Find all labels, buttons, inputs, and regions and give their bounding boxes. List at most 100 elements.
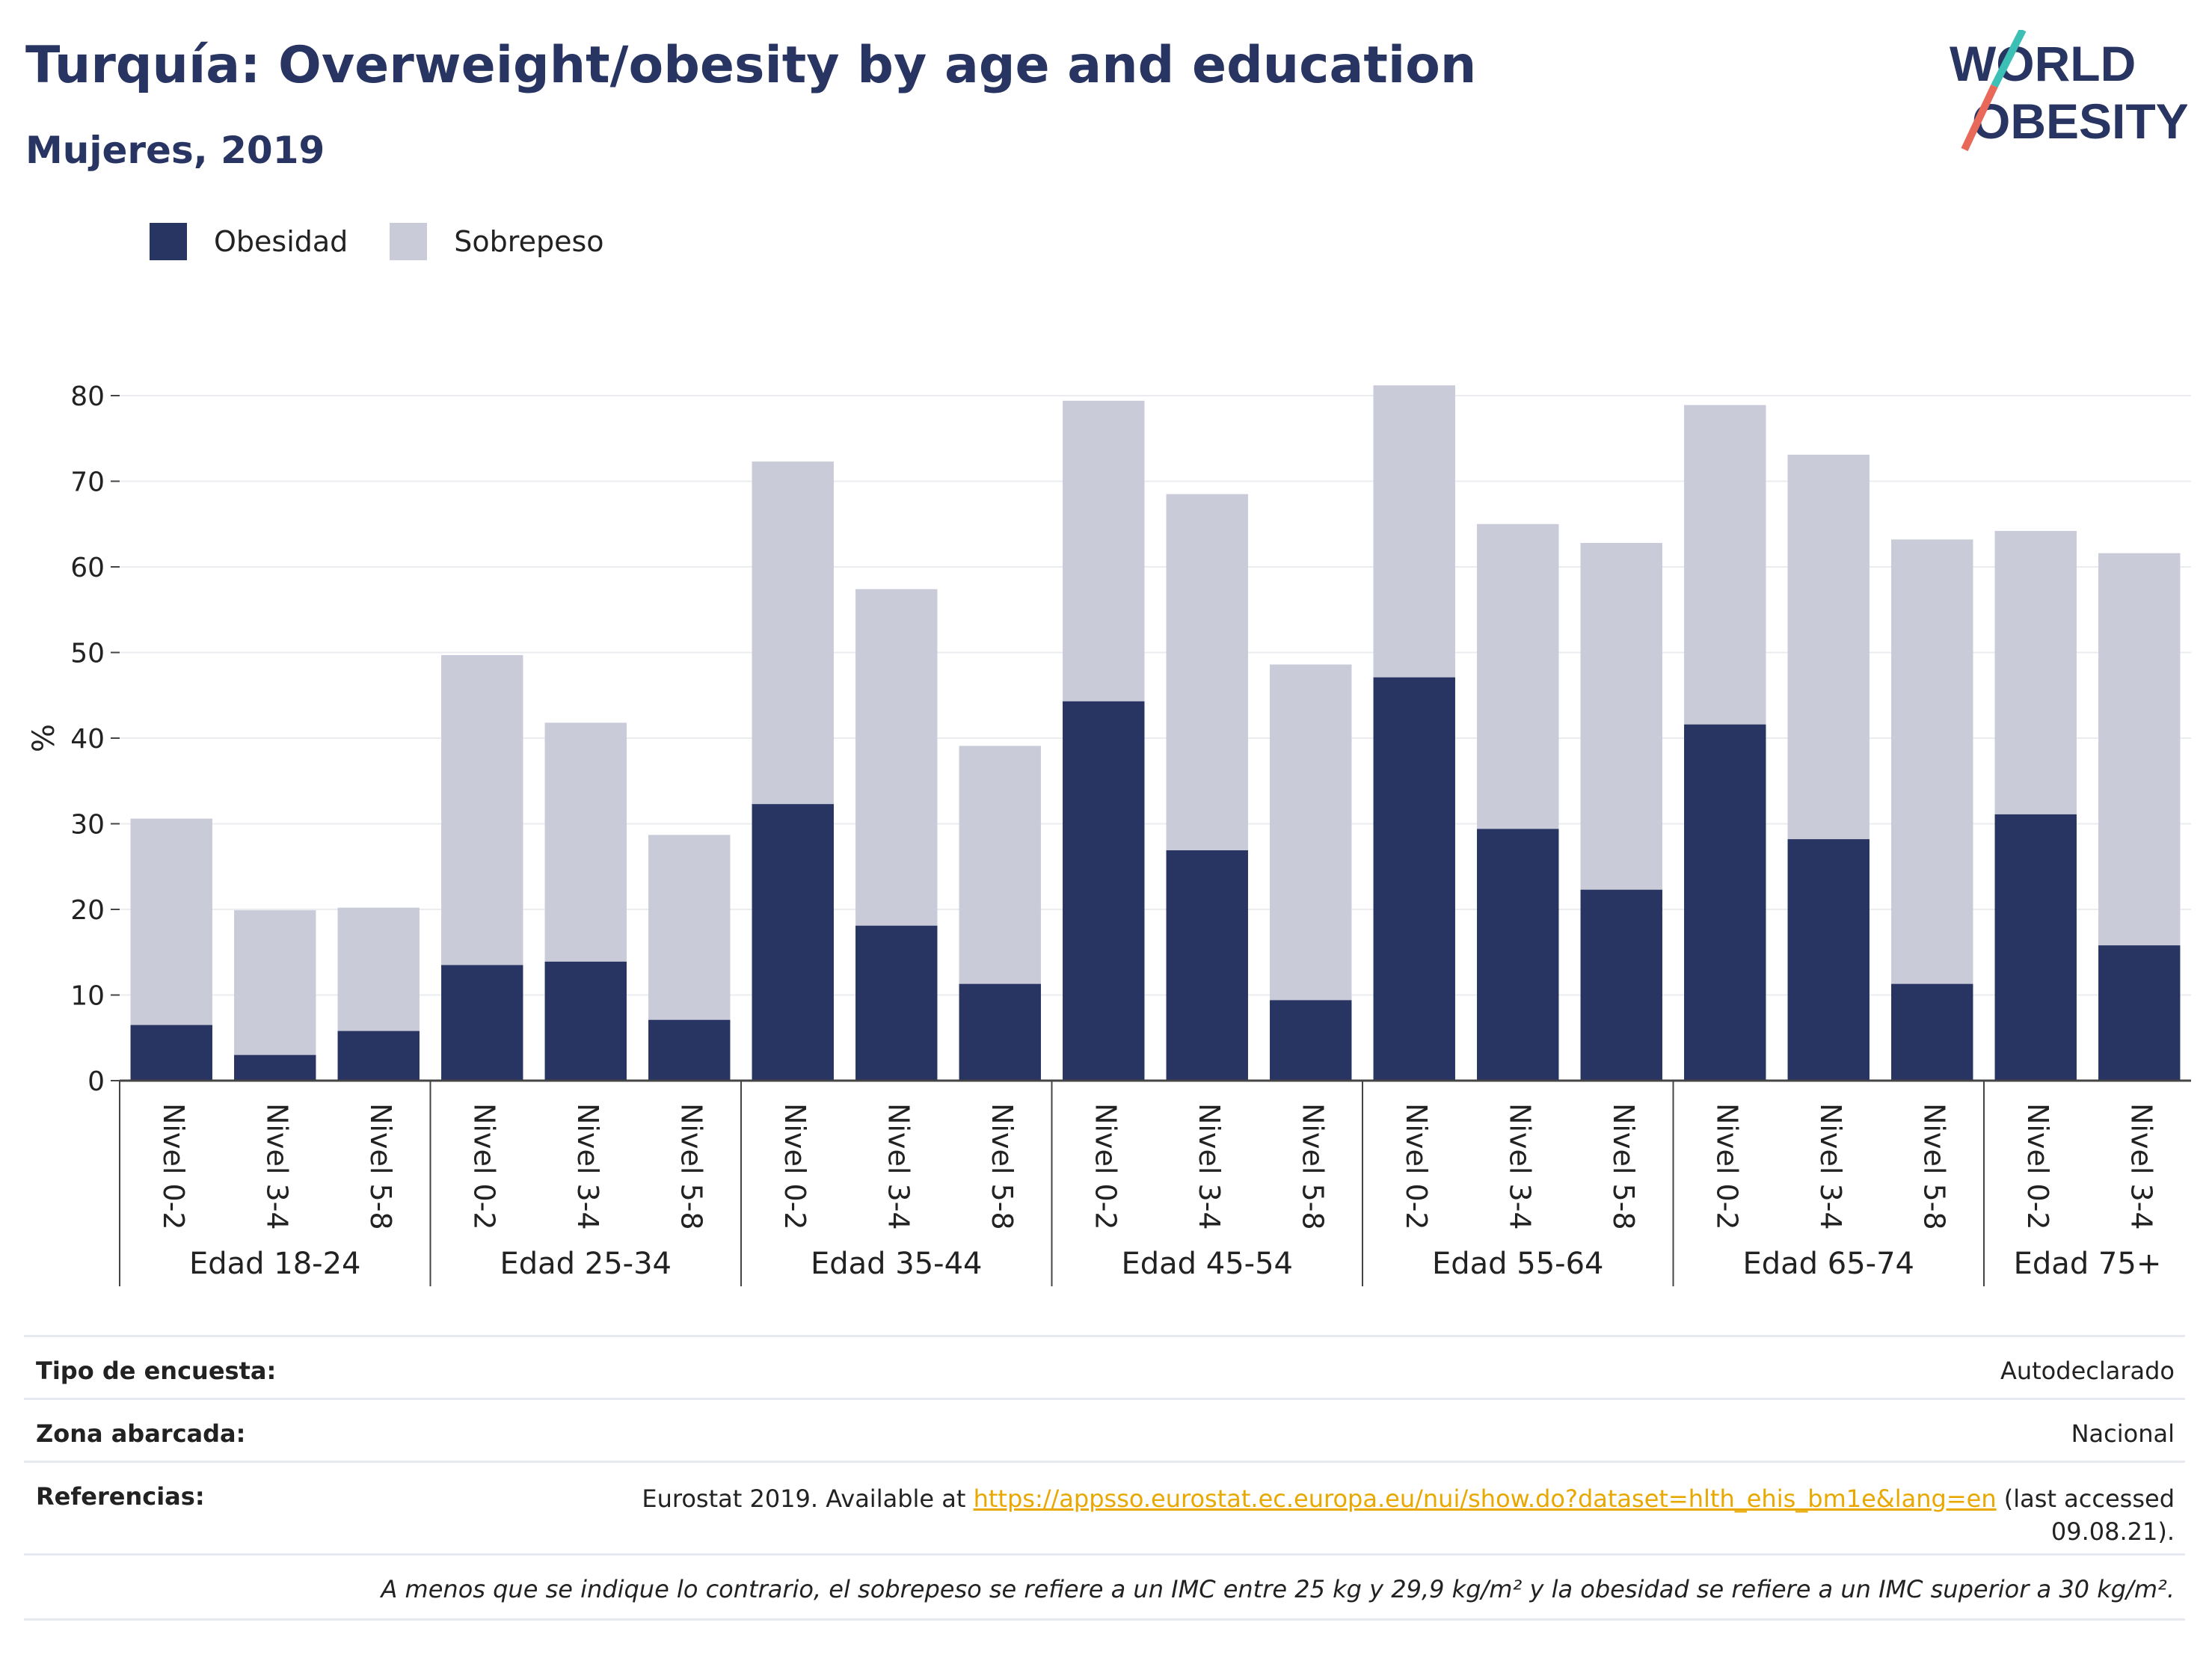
bar-obesity <box>337 1031 420 1081</box>
category-label: Nivel 0-2 <box>1710 1103 1743 1230</box>
bar-overweight <box>544 722 627 962</box>
bar-overweight <box>1787 455 1870 840</box>
y-tick-label: 20 <box>70 895 105 926</box>
bar-overweight <box>959 746 1041 984</box>
references-date: 09.08.21). <box>2050 1517 2175 1546</box>
bar-obesity <box>1063 701 1145 1081</box>
bar-obesity <box>1787 839 1870 1081</box>
info-row-area: Zona abarcada: Nacional <box>24 1398 2185 1463</box>
category-label: Nivel 3-4 <box>260 1103 293 1230</box>
bar-overweight <box>1684 405 1766 725</box>
group-label: Edad 25-34 <box>500 1247 672 1281</box>
legend-swatch-overweight <box>390 223 428 260</box>
bar-overweight <box>1580 542 1662 890</box>
chart-legend: Obesidad Sobrepeso <box>150 223 646 260</box>
bar-overweight <box>337 907 420 1031</box>
bar-obesity <box>1166 850 1248 1081</box>
y-tick-label: 80 <box>70 381 105 412</box>
bar-obesity <box>1891 983 1973 1081</box>
category-label: Nivel 3-4 <box>1193 1103 1226 1230</box>
category-label: Nivel 5-8 <box>1917 1103 1950 1230</box>
group-label: Edad 75+ <box>2014 1247 2162 1281</box>
references-link[interactable]: https://appsso.eurostat.ec.europa.eu/nui… <box>973 1484 1997 1513</box>
group-label: Edad 65-74 <box>1742 1247 1914 1281</box>
info-row-survey-type: Tipo de encuesta: Autodeclarado <box>24 1335 2185 1400</box>
bar-obesity <box>130 1025 212 1081</box>
y-axis-label: % <box>27 724 61 752</box>
logo-slash-teal <box>1991 30 2027 88</box>
category-label: Nivel 0-2 <box>467 1103 500 1230</box>
bar-obesity <box>1684 724 1766 1081</box>
bar-obesity <box>1994 814 2077 1081</box>
bar-overweight <box>1063 400 1145 701</box>
chart-title: Turquía: Overweight/obesity by age and e… <box>25 36 1477 95</box>
survey-type-label: Tipo de encuesta: <box>36 1357 277 1385</box>
bar-obesity <box>544 961 627 1081</box>
category-label: Nivel 3-4 <box>571 1103 604 1230</box>
y-tick-label: 70 <box>70 467 105 498</box>
bar-overweight <box>1270 664 1352 1001</box>
bar-obesity <box>648 1019 731 1081</box>
bar-obesity <box>1373 677 1455 1081</box>
logo-word-2: OBESITY <box>1972 93 2187 149</box>
category-label: Nivel 5-8 <box>986 1103 1019 1230</box>
bar-overweight <box>648 835 731 1020</box>
category-label: Nivel 0-2 <box>1089 1103 1122 1230</box>
bar-obesity <box>2098 945 2181 1081</box>
bar-overweight <box>1891 539 1973 984</box>
stacked-bar-chart: 0 10 20 30 40 50 60 70 80% Nivel 0-2 Nivel 3-4 Nive… <box>27 381 2191 1286</box>
references-value: Eurostat 2019. Available at https://apps… <box>642 1482 2175 1548</box>
bar-obesity <box>1270 1000 1352 1081</box>
bar-overweight <box>234 910 316 1055</box>
references-label: Referencias: <box>36 1482 205 1511</box>
bar-overweight <box>1994 530 2077 814</box>
y-tick-label: 30 <box>70 810 105 841</box>
survey-type-value: Autodeclarado <box>2000 1357 2175 1385</box>
area-label: Zona abarcada: <box>36 1419 246 1448</box>
category-label: Nivel 3-4 <box>1503 1103 1536 1230</box>
category-label: Nivel 3-4 <box>2125 1103 2157 1230</box>
group-label: Edad 35-44 <box>811 1247 983 1281</box>
bar-obesity <box>234 1054 316 1081</box>
y-tick-label: 10 <box>70 981 105 1012</box>
bar-overweight <box>2098 553 2181 946</box>
legend-item-obesity: Obesidad <box>150 223 348 260</box>
group-label: Edad 18-24 <box>189 1247 361 1281</box>
category-label: Nivel 0-2 <box>778 1103 811 1230</box>
world-obesity-logo: WORLD OBESITY <box>1950 30 2187 152</box>
category-label: Nivel 3-4 <box>882 1103 915 1230</box>
bar-overweight <box>752 461 834 805</box>
references-suffix: (last accessed <box>1996 1484 2175 1513</box>
group-label: Edad 45-54 <box>1121 1247 1293 1281</box>
group-label: Edad 55-64 <box>1432 1247 1604 1281</box>
bar-overweight <box>441 654 523 965</box>
bar-overweight <box>855 589 938 926</box>
definition-note: A menos que se indique lo contrario, el … <box>381 1575 2175 1603</box>
bar-obesity <box>1580 889 1662 1081</box>
bar-overweight <box>1477 523 1559 829</box>
bar-obesity <box>855 925 938 1081</box>
category-label: Nivel 5-8 <box>675 1103 707 1230</box>
y-tick-label: 0 <box>87 1066 105 1097</box>
area-value: Nacional <box>2071 1419 2175 1448</box>
category-label: Nivel 0-2 <box>157 1103 190 1230</box>
logo-word-1: WORLD <box>1950 36 2136 91</box>
category-label: Nivel 5-8 <box>1296 1103 1329 1230</box>
y-tick-label: 60 <box>70 553 105 583</box>
logo-slash-red <box>1961 84 1998 152</box>
category-label: Nivel 3-4 <box>1814 1103 1847 1230</box>
category-label: Nivel 5-8 <box>364 1103 397 1230</box>
info-row-references: Referencias: Eurostat 2019. Available at… <box>24 1461 2185 1556</box>
y-tick-label: 40 <box>70 724 105 755</box>
bar-obesity <box>959 983 1041 1081</box>
y-tick-label: 50 <box>70 639 105 669</box>
references-prefix: Eurostat 2019. Available at <box>642 1484 974 1513</box>
bar-obesity <box>752 804 834 1081</box>
legend-item-overweight: Sobrepeso <box>390 223 604 260</box>
chart-subtitle: Mujeres, 2019 <box>25 129 325 172</box>
legend-swatch-obesity <box>150 223 187 260</box>
legend-label-overweight: Sobrepeso <box>454 225 604 258</box>
category-label: Nivel 0-2 <box>2021 1103 2054 1230</box>
bar-overweight <box>1373 385 1455 678</box>
bar-obesity <box>1477 829 1559 1081</box>
